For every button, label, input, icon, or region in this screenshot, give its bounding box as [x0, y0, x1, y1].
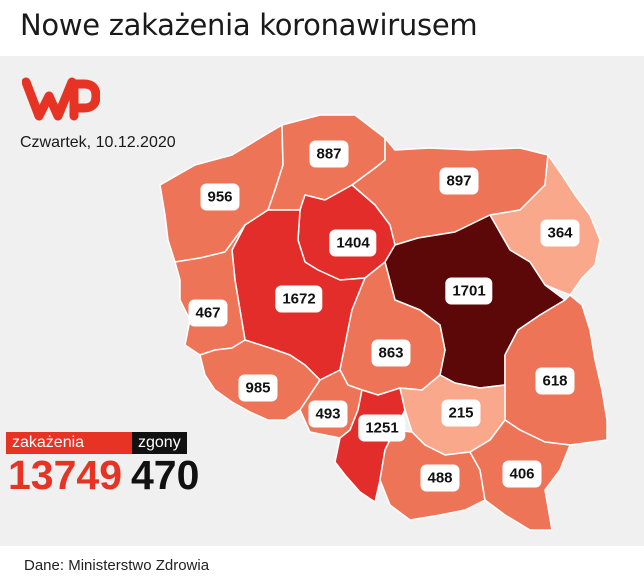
deaths-count: 470	[131, 452, 200, 498]
region-label-zachodniopomorskie: 956	[200, 183, 240, 211]
region-label-lubuskie: 467	[188, 299, 228, 327]
deaths-label: zgony	[132, 432, 187, 454]
wp-logo-icon	[22, 77, 100, 121]
page-title: Nowe zakażenia koronawirusem	[20, 8, 478, 42]
region-label-mazowieckie: 1701	[445, 277, 493, 305]
region-label-kujawsko-pomorskie: 1404	[329, 229, 377, 257]
infections-count: 13749	[8, 452, 123, 498]
region-label-opolskie: 493	[308, 400, 348, 428]
region-label-podkarpackie: 406	[502, 460, 542, 488]
region-label-slaskie: 1251	[358, 414, 406, 442]
region-label-warminsko-mazurskie: 897	[439, 167, 479, 195]
infections-label: zakażenia	[6, 432, 133, 454]
source-note: Dane: Ministerstwo Zdrowia	[24, 557, 210, 574]
region-label-dolnoslaskie: 985	[238, 374, 278, 402]
region-label-lubelskie: 618	[535, 367, 575, 395]
region-label-wielkopolskie: 1672	[275, 285, 323, 313]
region-label-swietokrzyskie: 215	[441, 399, 481, 427]
date-label: Czwartek, 10.12.2020	[20, 134, 176, 151]
region-label-malopolskie: 488	[420, 464, 460, 492]
region-label-lodzkie: 863	[371, 339, 411, 367]
region-label-podlaskie: 364	[540, 219, 580, 247]
region-label-pomorskie: 887	[309, 140, 349, 168]
